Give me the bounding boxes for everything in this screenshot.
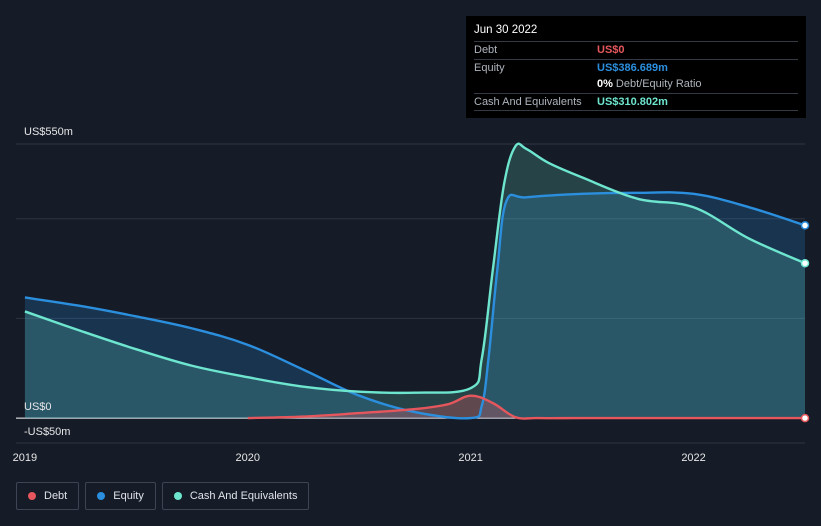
tooltip-row-debt: Debt US$0 bbox=[474, 41, 798, 59]
tooltip-debt-value: US$0 bbox=[597, 44, 625, 57]
y-tick-label-1: US$0 bbox=[24, 401, 52, 413]
tooltip-debt-label: Debt bbox=[474, 44, 498, 57]
chart-lines bbox=[24, 142, 810, 423]
area-equity bbox=[24, 192, 805, 419]
legend-label-cash: Cash And Equivalents bbox=[189, 490, 298, 502]
legend-item-debt[interactable]: Debt bbox=[16, 482, 80, 510]
tooltip-equity-value: US$386.689m bbox=[597, 61, 668, 74]
x-tick-label-2020: 2020 bbox=[236, 452, 260, 464]
chart-axis: US$550m US$0 -US$50m 2019 2020 2021 2022 bbox=[13, 126, 706, 464]
area-debt bbox=[247, 395, 805, 419]
legend-label-debt: Debt bbox=[44, 490, 68, 502]
tooltip-ratio-value: 0% bbox=[597, 78, 613, 91]
legend-label-equity: Equity bbox=[113, 490, 144, 502]
marker-debt-end bbox=[800, 413, 810, 423]
line-debt bbox=[247, 394, 805, 420]
line-equity bbox=[24, 191, 806, 420]
legend-dot-debt bbox=[28, 492, 36, 500]
legend-dot-cash bbox=[173, 492, 182, 500]
legend-item-equity[interactable]: Equity bbox=[85, 482, 156, 510]
area-cash bbox=[24, 143, 805, 419]
tooltip-equity-label: Equity bbox=[474, 61, 505, 74]
tooltip-date: Jun 30 2022 bbox=[474, 24, 538, 36]
legend-dot-equity bbox=[97, 492, 106, 500]
marker-cash-end bbox=[800, 258, 810, 268]
tooltip-cash-label: Cash And Equivalents bbox=[474, 95, 582, 108]
tooltip-row-ratio: 0% Debt/Equity Ratio bbox=[474, 76, 798, 93]
chart-legend: Debt Equity Cash And Equivalents bbox=[16, 482, 310, 510]
tooltip-cash-value: US$310.802m bbox=[597, 95, 668, 108]
y-tick-label-0: US$550m bbox=[24, 126, 73, 138]
tooltip-row-cash: Cash And Equivalents US$310.802m bbox=[474, 92, 798, 111]
marker-equity-end bbox=[800, 221, 810, 230]
chart-areas bbox=[24, 143, 805, 419]
line-cash bbox=[24, 142, 806, 395]
legend-item-cash[interactable]: Cash And Equivalents bbox=[161, 482, 310, 510]
tooltip-ratio-label: Debt/Equity Ratio bbox=[615, 78, 702, 91]
tooltip-panel: Jun 30 2022 Debt US$0 Equity US$386.689m… bbox=[466, 16, 806, 118]
tooltip-row-equity: Equity US$386.689m bbox=[474, 58, 798, 77]
x-tick-label-2022: 2022 bbox=[681, 452, 705, 464]
y-tick-label-2: -US$50m bbox=[24, 426, 70, 438]
x-tick-label-2019: 2019 bbox=[13, 452, 37, 464]
x-tick-label-2021: 2021 bbox=[458, 452, 482, 464]
